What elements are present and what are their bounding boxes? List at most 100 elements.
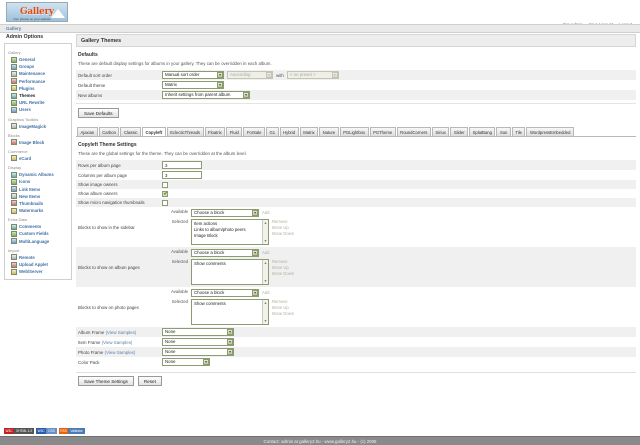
sidebar-item-watermarks[interactable]: Watermarks [6,207,70,214]
scrollbar[interactable]: ▲ ▼ [262,300,268,324]
sidebar-item-maintenance[interactable]: Maintenance [6,70,70,77]
gallery-logo[interactable]: Gallery Your photos on your website [6,2,68,22]
default-theme-select[interactable]: Matrix ▼ [162,81,224,89]
sidebar-item-custom-fields[interactable]: Custom Fields [6,230,70,237]
tab-classic[interactable]: Classic [120,127,141,136]
validation-badge[interactable]: RSS Validator [58,428,85,434]
sidebar-item-image-block[interactable]: Image Block [6,139,70,146]
tab-pglightbox[interactable]: PGLightbox [339,127,369,136]
sidebar-item-label: Dynamic Albums [19,172,54,178]
photo-frame-select[interactable]: None ▼ [162,348,234,356]
sort-preset-value: < no preset > [286,71,339,79]
cols-per-page-input[interactable] [162,171,202,179]
sidebar-item-link-items[interactable]: Link Items [6,185,70,193]
server-icon [11,268,17,275]
validation-badges: W3C XHTML 1.0 W3C CSS RSS Validator [4,428,85,434]
show-micro-nav-checkbox[interactable] [162,199,168,206]
album-available-select[interactable]: Choose a block ▼ [191,249,259,257]
sidebar-item-themes[interactable]: Themes [6,92,70,99]
tab-wordpressembedded[interactable]: WordpressEmbedded [526,127,574,136]
tab-nature[interactable]: Nature [319,127,339,136]
sidebar-add-link[interactable]: Add [262,210,270,215]
rows-per-page-input[interactable] [162,161,202,169]
tab-roundcorners[interactable]: RoundCorners [396,127,431,136]
sidebar-item-plugins[interactable]: Plugins [6,85,70,92]
photo-available-select[interactable]: Choose a block ▼ [191,289,259,297]
sidebar-item-label: Groups [19,64,35,70]
color-pack-select[interactable]: None ▼ [162,358,210,366]
sidebar-item-imagemagick[interactable]: ImageMagick [6,123,70,130]
sidebar-item-users[interactable]: Users [6,106,70,113]
sidebar-item-remote[interactable]: Remote [6,254,70,261]
tab-slider[interactable]: Slider [450,127,469,136]
reset-button[interactable]: Reset [137,376,162,386]
tab-splatbang[interactable]: SplatBang [469,127,496,136]
sidebar-group-title: Import [8,247,20,253]
photo-add-link[interactable]: Add [262,290,270,295]
album-move-up-link[interactable]: Move Up [272,265,289,270]
sidebar-item-label: Remote [19,254,35,260]
tab-eclecticthreads[interactable]: EclecticThreads [166,127,204,136]
save-theme-settings-button[interactable]: Save Theme Settings [78,376,134,386]
sidebar-item-thumbnails[interactable]: Thumbnails [6,200,70,207]
default-sort-order-select[interactable]: Manual sort order ▼ [162,71,224,79]
tab-hybrid[interactable]: Hybrid [279,127,299,136]
sidebar-move-up-link[interactable]: Move Up [272,225,289,230]
tab-siriux[interactable]: Siriux [431,127,450,136]
sidebar-item-ecard[interactable]: eCard [6,155,70,162]
album-selected-listbox[interactable]: Show comments ▲ ▼ [191,259,269,285]
sidebar-item-label: Image Block [19,139,45,145]
tab-carbon[interactable]: Carbon [98,127,120,136]
validation-badge[interactable]: W3C CSS [36,428,57,434]
sidebar-item-url-rewrite[interactable]: URL Rewrite [6,99,70,106]
scrollbar[interactable]: ▲ ▼ [262,220,268,244]
sidebar-selected-listbox[interactable]: Item actions Links to album/photo peers … [191,219,269,245]
show-image-owners-checkbox[interactable] [162,181,168,188]
tab-copyleft[interactable]: Copyleft [141,127,166,136]
album-frame-select[interactable]: None ▼ [162,328,234,336]
new-albums-select[interactable]: Inherit settings from parent album ▼ [162,91,250,99]
sidebar-available-select[interactable]: Choose a block ▼ [191,209,259,217]
item-frame-select[interactable]: None ▼ [162,338,234,346]
album-remove-link[interactable]: Remove [272,259,288,264]
sort-direction-select[interactable]: Ascending ▼ [227,71,273,79]
tab-ajaxian[interactable]: Ajaxian [77,127,98,136]
validation-badge[interactable]: W3C XHTML 1.0 [4,428,35,434]
sidebar-item-comments[interactable]: Comments [6,223,70,230]
sidebar-item-web-server[interactable]: Web/Server [6,268,70,275]
sidebar-item-new-items[interactable]: New Items [6,193,70,200]
tab-forsale[interactable]: ForSale [243,127,265,136]
photo-selected-listbox[interactable]: Show comments ▲ ▼ [191,299,269,325]
tab-floatrix[interactable]: Floatrix [204,127,226,136]
tab-fluid[interactable]: Fluid [226,127,243,136]
sidebar-item-general[interactable]: General [6,56,70,63]
tab-g1[interactable]: G1 [266,127,279,136]
photo-remove-link[interactable]: Remove [272,299,288,304]
sidebar-item-icons[interactable]: Icons [6,178,70,185]
sidebar-item-dynamic-albums[interactable]: Dynamic Albums [6,171,70,178]
breadcrumb-gallery[interactable]: Gallery [6,26,22,31]
sidebar-item-performance[interactable]: Performance [6,78,70,85]
show-album-owners-checkbox[interactable] [162,190,168,198]
tab-tile[interactable]: Tile [511,127,526,136]
default-theme-label: Default theme [78,82,106,88]
item-frame-samples-link[interactable]: (View Samples) [101,339,133,345]
tab-matrix[interactable]: Matrix [299,127,319,136]
sidebar-item-groups[interactable]: Groups [6,63,70,70]
album-move-down-link[interactable]: Move Down [272,271,295,276]
sidebar-move-down-link[interactable]: Move Down [272,231,295,236]
tab-sun[interactable]: Sun [496,127,511,136]
save-defaults-button[interactable]: Save Defaults [78,108,119,118]
sidebar-item-multilanguage[interactable]: MultiLanguage [6,238,70,245]
photo-move-down-link[interactable]: Move Down [272,311,295,316]
sidebar-item-upload-applet[interactable]: Upload Applet [6,261,70,268]
sidebar-remove-link[interactable]: Remove [272,219,288,224]
photo-move-up-link[interactable]: Move Up [272,305,289,310]
tab-pgtheme[interactable]: PGTheme [369,127,396,136]
album-frame-samples-link[interactable]: (View Samples) [105,329,137,335]
scrollbar[interactable]: ▲ ▼ [262,260,268,284]
photo-frame-samples-link[interactable]: (View Samples) [104,349,136,355]
admin-sidebar: Admin Options Gallery General Groups Mainte… [4,34,72,281]
sort-preset-select[interactable]: < no preset > ▼ [286,71,339,79]
album-add-link[interactable]: Add [262,250,270,255]
